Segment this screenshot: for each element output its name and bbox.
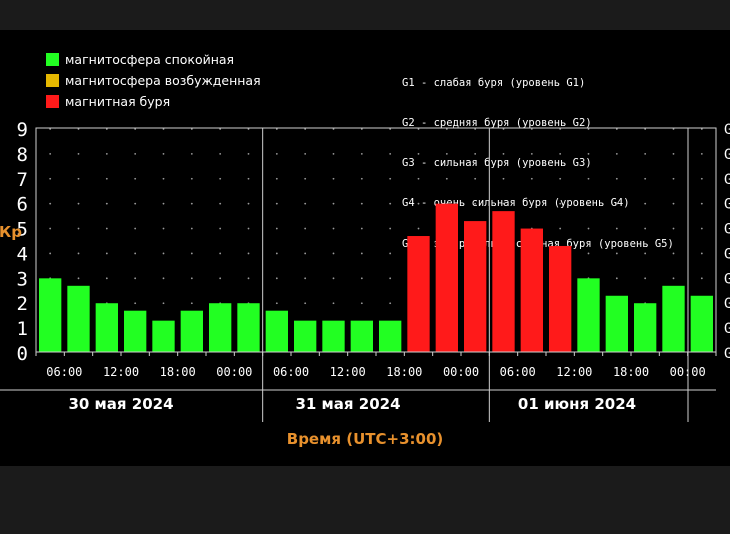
y-tick-label: 1 (17, 318, 28, 340)
kp-index-chart: 0 G 1 G 2 G 3 G 4 G 5 G 6 G 7 G 8 G 9 G Кр 06:00 12:00 18:00 00:… (0, 119, 730, 448)
x-tick-label: 06:00 (46, 365, 82, 379)
x-tick-label: 12:00 (330, 365, 366, 379)
kp-bar (237, 303, 260, 352)
kp-bar (435, 203, 458, 352)
kp-bar (690, 295, 713, 352)
y-tick-label: 2 (17, 293, 28, 315)
kp-bar (209, 303, 232, 352)
kp-bar (294, 320, 317, 352)
legend-item-calm: магнитосфера спокойная (46, 49, 261, 70)
day-label: 30 мая 2024 (68, 395, 173, 413)
x-tick-label: 12:00 (103, 365, 139, 379)
y-tick-label: 8 (17, 144, 28, 166)
kp-bar (492, 211, 515, 352)
legend-swatch-calm (46, 53, 59, 66)
y-axis-label: Кр (0, 223, 22, 241)
x-tick-label: 00:00 (443, 365, 479, 379)
right-tick-label: G (724, 321, 730, 337)
kp-bar (634, 303, 657, 352)
day-label: 01 июня 2024 (518, 395, 636, 413)
right-tick-label: G (724, 197, 730, 213)
legend-label-calm: магнитосфера спокойная (65, 52, 235, 67)
legend-swatch-excited (46, 74, 59, 87)
status-legend: магнитосфера спокойная магнитосфера возб… (46, 49, 261, 112)
legend-label-excited: магнитосфера возбужденная (65, 73, 261, 88)
x-tick-label: 00:00 (216, 365, 252, 379)
right-tick-label: G (724, 271, 730, 287)
kp-bar (350, 320, 373, 352)
kp-bar (605, 295, 628, 352)
y-tick-label: 9 (17, 119, 28, 141)
g-level-item: G1 - слабая буря (уровень G1) (402, 76, 586, 89)
kp-bar (407, 236, 430, 352)
right-tick-label: G (724, 296, 730, 312)
right-tick-label: G (724, 122, 730, 138)
right-tick-label: G (724, 172, 730, 188)
x-tick-label: 06:00 (500, 365, 536, 379)
right-tick-label: G (724, 246, 730, 262)
kp-bar (152, 320, 175, 352)
kp-bar (95, 303, 118, 352)
kp-bar (520, 228, 543, 352)
y-tick-label: 0 (17, 343, 28, 365)
kp-bar (379, 320, 402, 352)
kp-bar (577, 278, 600, 352)
y-tick-label: 5 (17, 219, 28, 241)
y-tick-label: 7 (17, 169, 28, 191)
g-level-item: G3 - сильная буря (уровень G3) (402, 157, 592, 170)
x-tick-label: 12:00 (556, 365, 592, 379)
kp-bar (124, 310, 147, 352)
x-tick-label: 18:00 (386, 365, 422, 379)
x-tick-label: 18:00 (160, 365, 196, 379)
kp-bar (549, 245, 572, 352)
y-tick-label: 6 (17, 194, 28, 216)
x-tick-label: 00:00 (670, 365, 706, 379)
kp-bar (67, 285, 90, 352)
kp-bar (662, 285, 685, 352)
x-tick-label: 18:00 (613, 365, 649, 379)
g-level-item: G2 - средняя буря (уровень G2) (402, 117, 592, 130)
y-tick-label: 4 (17, 243, 28, 265)
kp-bar (322, 320, 345, 352)
day-label: 31 мая 2024 (295, 395, 400, 413)
right-tick-label: G (724, 346, 730, 362)
kp-bar (180, 310, 203, 352)
right-tick-label: G (724, 147, 730, 163)
kp-bar (464, 221, 487, 352)
kp-bar (39, 278, 62, 352)
chart-panel: магнитосфера спокойная магнитосфера возб… (0, 30, 730, 466)
legend-swatch-storm (46, 95, 59, 108)
x-axis-label: Время (UTC+3:00) (287, 430, 443, 448)
kp-bar (265, 310, 288, 352)
legend-label-storm: магнитная буря (65, 94, 171, 109)
legend-item-excited: магнитосфера возбужденная (46, 70, 261, 91)
y-tick-label: 3 (17, 268, 28, 290)
legend-item-storm: магнитная буря (46, 91, 261, 112)
x-tick-label: 06:00 (273, 365, 309, 379)
right-tick-label: G (724, 222, 730, 238)
